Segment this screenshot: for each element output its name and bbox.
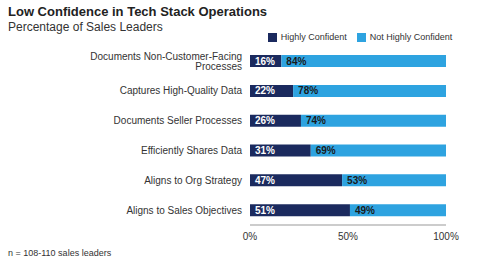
html-text:Percentage of Sales Leaders: Percentage of Sales Leaders bbox=[8, 20, 163, 34]
svg-text:31%: 31% bbox=[255, 145, 275, 156]
html-text:Not Highly Confident: Not Highly Confident bbox=[369, 32, 453, 42]
svg-text:53%: 53% bbox=[347, 175, 367, 186]
svg-text:78%: 78% bbox=[298, 85, 318, 96]
svg-text:Aligns to Sales Objectives: Aligns to Sales Objectives bbox=[126, 205, 242, 216]
svg-text:16%: 16% bbox=[255, 56, 275, 67]
svg-text:84%: 84% bbox=[286, 56, 306, 67]
svg-text:Documents Non-Customer-FacingP: Documents Non-Customer-FacingProcesses bbox=[90, 51, 242, 72]
svg-text:69%: 69% bbox=[316, 145, 336, 156]
svg-text:26%: 26% bbox=[255, 115, 275, 126]
html-text:Low Confidence in Tech Stack O: Low Confidence in Tech Stack Operations bbox=[8, 4, 268, 19]
html-text:Highly Confident: Highly Confident bbox=[280, 32, 347, 42]
svg-text:74%: 74% bbox=[306, 115, 326, 126]
svg-text:0%: 0% bbox=[243, 231, 258, 242]
svg-text:100%: 100% bbox=[433, 231, 459, 242]
svg-text:Documents Seller Processes: Documents Seller Processes bbox=[114, 115, 242, 126]
svg-text:Aligns to Org Strategy: Aligns to Org Strategy bbox=[144, 175, 242, 186]
svg-text:47%: 47% bbox=[255, 175, 275, 186]
svg-text:Efficiently Shares Data: Efficiently Shares Data bbox=[141, 145, 242, 156]
svg-text:Captures High-Quality Data: Captures High-Quality Data bbox=[120, 85, 243, 96]
svg-text:51%: 51% bbox=[255, 205, 275, 216]
svg-text:50%: 50% bbox=[338, 231, 358, 242]
html-text:n = 108-110 sales leaders: n = 108-110 sales leaders bbox=[8, 248, 112, 258]
svg-text:22%: 22% bbox=[255, 85, 275, 96]
svg-text:49%: 49% bbox=[355, 205, 375, 216]
